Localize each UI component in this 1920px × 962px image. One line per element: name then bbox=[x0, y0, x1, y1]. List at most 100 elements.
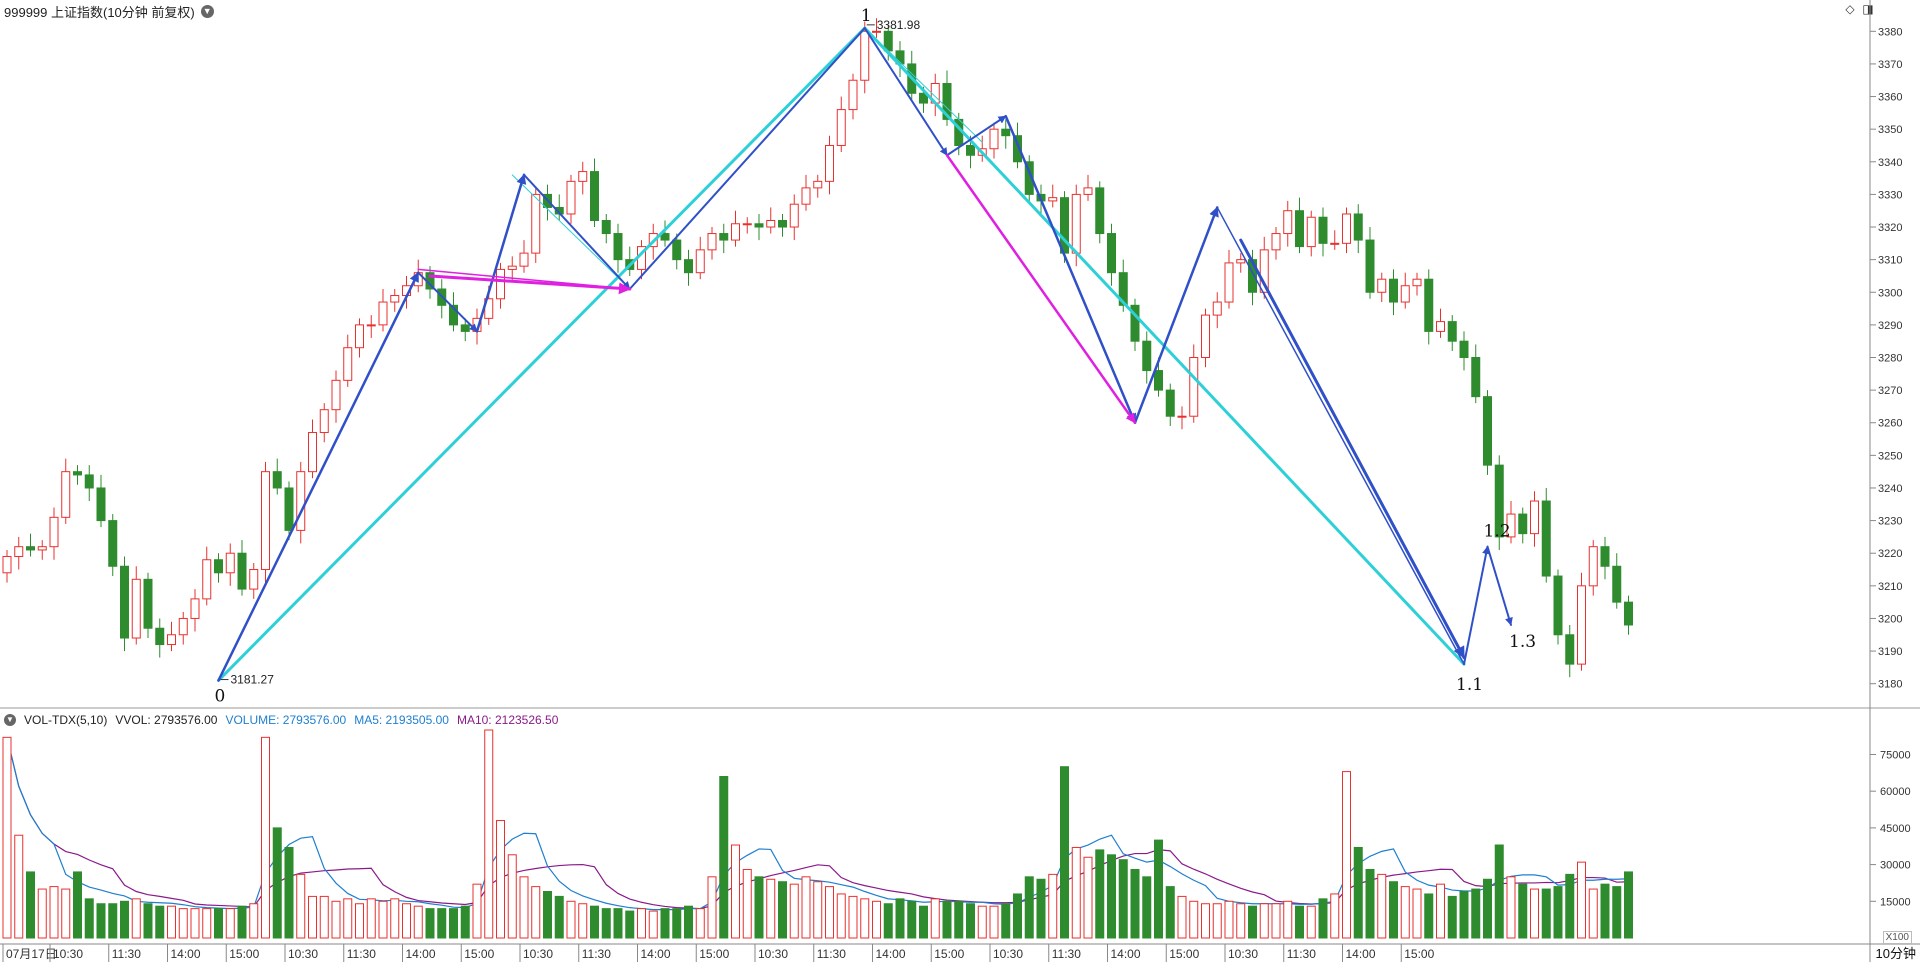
time-tick-label: 15:00 bbox=[464, 947, 494, 961]
candle-body bbox=[778, 220, 787, 228]
volume-bar bbox=[1483, 878, 1492, 939]
candle bbox=[61, 458, 71, 524]
time-tick-label: 10:30 bbox=[1228, 947, 1258, 961]
candle-body bbox=[813, 180, 823, 189]
candle-body bbox=[1118, 272, 1128, 306]
volume-bar bbox=[131, 898, 141, 939]
volume-bar bbox=[601, 908, 611, 939]
volume-bar bbox=[37, 888, 47, 939]
candle bbox=[778, 213, 787, 237]
candle-body bbox=[167, 634, 176, 646]
volume-bar bbox=[96, 903, 106, 939]
candle bbox=[566, 174, 576, 224]
candle bbox=[754, 213, 764, 241]
candle bbox=[1318, 207, 1328, 257]
candle-body bbox=[178, 617, 188, 636]
candle-body bbox=[1201, 314, 1210, 359]
time-tick-label: 14:00 bbox=[876, 947, 906, 961]
candle-body bbox=[566, 180, 576, 215]
candle bbox=[1177, 406, 1187, 430]
candle bbox=[472, 308, 482, 345]
time-tick-label: 10:30 bbox=[758, 947, 788, 961]
price-tick-label: 3270 bbox=[1878, 385, 1902, 397]
candle-body bbox=[1142, 340, 1152, 372]
candle-body bbox=[1353, 213, 1363, 241]
candle bbox=[1107, 223, 1116, 286]
volume-tick-label: 45000 bbox=[1880, 823, 1911, 835]
candle-body bbox=[73, 471, 82, 476]
candle-body bbox=[1342, 213, 1351, 244]
time-tick-label: 11:30 bbox=[582, 947, 611, 961]
diamond-icon[interactable]: ◇ bbox=[1845, 2, 1855, 16]
volume-bar bbox=[719, 775, 729, 939]
volume-bar bbox=[61, 888, 71, 939]
candle bbox=[872, 18, 881, 38]
volume-bar bbox=[1365, 868, 1375, 939]
wave-line-primary bbox=[1216, 206, 1465, 665]
candle bbox=[2, 549, 12, 583]
volume-bar bbox=[966, 903, 975, 939]
volume-bar bbox=[449, 908, 458, 939]
panel-toggle-icon[interactable]: ◨ bbox=[1862, 2, 1874, 16]
volume-bar bbox=[660, 908, 670, 939]
volume-bar bbox=[343, 898, 353, 939]
volume-bar bbox=[1377, 873, 1387, 939]
volume-bar bbox=[883, 903, 893, 939]
volume-bar bbox=[1330, 893, 1340, 939]
chevron-down-icon[interactable]: ▼ bbox=[4, 714, 16, 726]
chevron-down-icon[interactable]: ▼ bbox=[200, 4, 214, 18]
price-tick-label: 3330 bbox=[1878, 189, 1902, 201]
candle bbox=[155, 618, 165, 658]
volume-bar bbox=[120, 900, 129, 939]
volume-bar bbox=[14, 834, 24, 939]
volume-bar bbox=[578, 903, 588, 939]
candle bbox=[1459, 331, 1469, 371]
volume-bar bbox=[272, 827, 282, 939]
candle-body bbox=[272, 471, 282, 489]
indicator-name: VOL-TDX(5,10) bbox=[24, 713, 108, 727]
volume-bar bbox=[484, 729, 494, 939]
volume-bar bbox=[1177, 895, 1187, 939]
wave-line-cyan bbox=[217, 26, 867, 682]
price-tick-label: 3180 bbox=[1878, 679, 1902, 691]
candle bbox=[496, 262, 505, 309]
period-label[interactable]: 10分钟 bbox=[1875, 946, 1916, 961]
volume-bar bbox=[1353, 846, 1363, 939]
volume-bar bbox=[202, 908, 212, 939]
candle-body bbox=[296, 471, 306, 531]
wave-line-primary bbox=[863, 27, 948, 157]
wave-line-magenta bbox=[428, 274, 632, 295]
volume-bar bbox=[261, 736, 270, 939]
candle bbox=[1353, 204, 1363, 254]
candle bbox=[989, 122, 999, 159]
candle bbox=[272, 458, 282, 495]
candle-body bbox=[1306, 216, 1316, 248]
volume-bar bbox=[1436, 883, 1445, 939]
candle bbox=[1165, 383, 1175, 426]
volume-bar bbox=[1107, 854, 1116, 939]
wave-point-label: 1.3 bbox=[1509, 632, 1536, 652]
price-tick-label: 3210 bbox=[1878, 581, 1902, 593]
candle bbox=[578, 161, 588, 195]
candle-body bbox=[1177, 415, 1187, 418]
candle bbox=[343, 334, 353, 387]
wave-line-primary bbox=[946, 115, 1007, 157]
candle-body bbox=[754, 223, 764, 228]
candle bbox=[825, 135, 834, 195]
candle-body bbox=[284, 487, 294, 531]
time-tick-label: 15:00 bbox=[229, 947, 259, 961]
candle-body bbox=[237, 552, 247, 590]
candle bbox=[1518, 507, 1528, 544]
time-tick-label: 14:00 bbox=[1346, 947, 1376, 961]
candle bbox=[1530, 491, 1539, 547]
candle-body bbox=[249, 569, 259, 590]
candle-body bbox=[308, 432, 317, 473]
price-tick-label: 3240 bbox=[1878, 483, 1902, 495]
volume-bar bbox=[1271, 903, 1281, 939]
time-tick-label: 14:00 bbox=[641, 947, 671, 961]
candle bbox=[225, 543, 235, 586]
candle-body bbox=[695, 249, 705, 274]
volume-bar bbox=[167, 905, 176, 939]
candle-body bbox=[96, 487, 106, 522]
